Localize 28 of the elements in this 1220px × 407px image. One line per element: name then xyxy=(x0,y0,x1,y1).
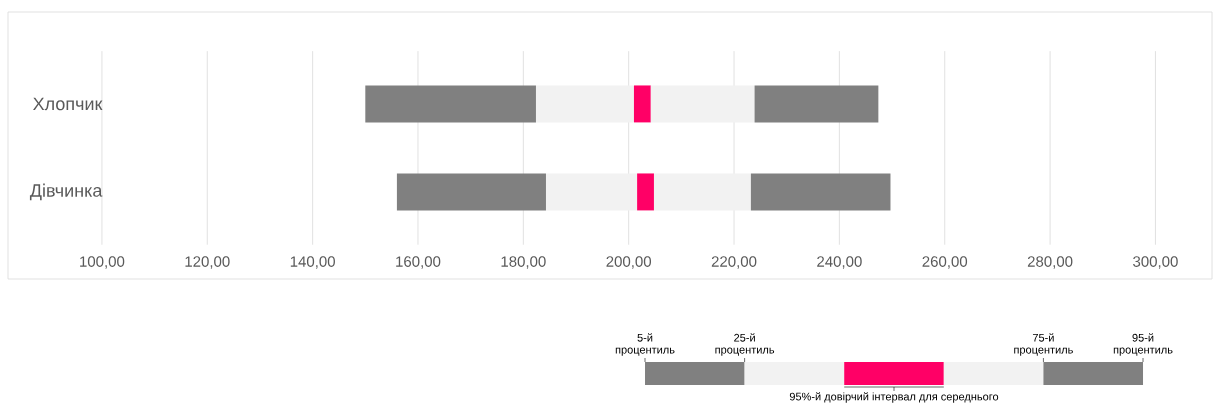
text: 75-й процентиль xyxy=(1014,333,1073,356)
x-tick-label: 240,00 xyxy=(817,256,862,269)
x-tick-label: 280,00 xyxy=(1027,256,1073,269)
bar xyxy=(545,173,638,211)
bar xyxy=(750,173,891,211)
bar xyxy=(637,173,654,211)
bar xyxy=(396,173,546,211)
bar xyxy=(650,85,755,123)
text: 25-й процентиль xyxy=(715,333,775,356)
x-tick-label: 140,00 xyxy=(290,256,335,269)
x-tick-label: 260,00 xyxy=(922,256,968,269)
x-tick-label: 220,00 xyxy=(711,256,757,269)
bar xyxy=(754,85,879,123)
x-tick-label: 100,00 xyxy=(80,256,125,269)
y-tick-label: Хлопчик xyxy=(33,97,103,111)
y-tick-label: Дівчинка xyxy=(29,183,103,201)
bar xyxy=(653,173,751,211)
x-tick-label: 120,00 xyxy=(185,256,230,269)
bar xyxy=(535,85,634,123)
text: 5-й процентиль xyxy=(615,333,675,356)
bar xyxy=(365,85,536,123)
text: 95%-й довірчий інтервал для середнього xyxy=(789,392,999,403)
bar xyxy=(633,85,651,123)
text: 95-й процентиль xyxy=(1113,333,1173,356)
x-tick-label: 300,00 xyxy=(1133,256,1178,269)
x-tick-label: 200,00 xyxy=(606,256,652,269)
x-tick-label: 180,00 xyxy=(501,256,546,269)
x-tick-label: 160,00 xyxy=(396,256,441,269)
